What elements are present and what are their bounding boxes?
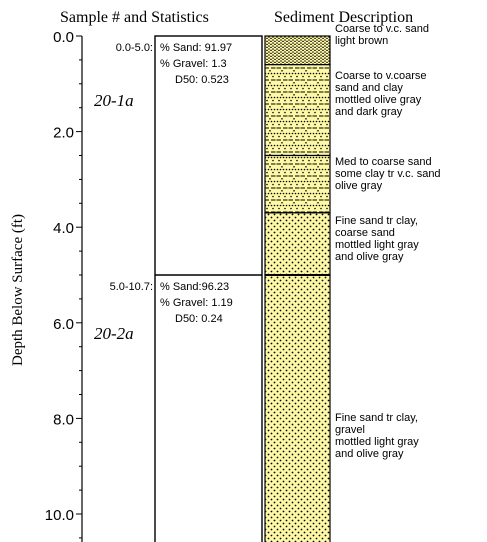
sediment-description-line: gravel xyxy=(335,424,365,436)
y-tick-label: 8.0 xyxy=(53,411,74,428)
sediment-unit xyxy=(264,212,331,276)
sediment-description-line: some clay tr v.c. sand xyxy=(335,168,441,180)
sediment-unit xyxy=(264,154,331,214)
sample-stat: % Sand: 91.97 xyxy=(160,42,232,54)
sample-stat: D50: 0.523 xyxy=(175,74,229,86)
sediment-description-line: olive gray xyxy=(335,180,383,192)
sediment-description-line: and olive gray xyxy=(335,448,404,460)
sample-id: 20-1a xyxy=(94,91,134,110)
sample-stat: D50: 0.24 xyxy=(175,313,223,325)
sediment-description-line: coarse sand xyxy=(335,227,395,239)
sediment-description-line: Fine sand tr clay, xyxy=(335,412,418,424)
header-sediment-description: Sediment Description xyxy=(274,9,413,26)
sample-column: 0.0-5.0: % Sand: 91.97 % Gravel: 1.3 D50: 0… xyxy=(94,35,263,542)
sediment-unit xyxy=(264,35,331,66)
sample-id: 20-2a xyxy=(94,324,134,343)
sediment-unit xyxy=(264,274,331,542)
sediment-description-line: and dark gray xyxy=(335,106,403,118)
y-tick-label: 4.0 xyxy=(53,220,74,237)
sediment-description-line: mottled light gray xyxy=(335,239,419,251)
sediment-description-line: sand and clay xyxy=(335,82,403,94)
y-tick-label: 6.0 xyxy=(53,316,74,333)
sample-interval: 0.0-5.0: xyxy=(116,42,153,54)
y-tick-label: 0.0 xyxy=(53,29,74,46)
sediment-description-line: Fine sand tr clay, xyxy=(335,215,418,227)
sediment-description-line: mottled olive gray xyxy=(335,94,422,106)
sediment-description-line: and olive gray xyxy=(335,251,404,263)
y-tick-label: 2.0 xyxy=(53,125,74,142)
y-tick-label: 10.0 xyxy=(45,507,74,524)
sample-stat: % Gravel: 1.19 xyxy=(160,297,233,309)
sediment-unit xyxy=(264,64,331,157)
sediment-description-line: light brown xyxy=(335,35,388,47)
sample-stat: % Gravel: 1.3 xyxy=(160,58,227,70)
y-axis-title: Depth Below Surface (ft) xyxy=(10,214,26,366)
sediment-description-line: mottled light gray xyxy=(335,436,419,448)
sample-interval: 5.0-10.7: xyxy=(110,281,153,293)
sediment-description-line: Coarse to v.c. sand xyxy=(335,23,429,35)
sediment-log-column xyxy=(264,35,331,542)
sample-stat: % Sand:96.23 xyxy=(160,281,229,293)
sample-column-box xyxy=(154,35,263,542)
y-axis: 0.0 2.0 4.0 6.0 8.0 10.0 xyxy=(45,29,83,542)
sediment-description-line: Coarse to v.coarse xyxy=(335,70,427,82)
sediment-description-line: Med to coarse sand xyxy=(335,156,432,168)
header-sample-stats: Sample # and Statistics xyxy=(60,9,209,26)
